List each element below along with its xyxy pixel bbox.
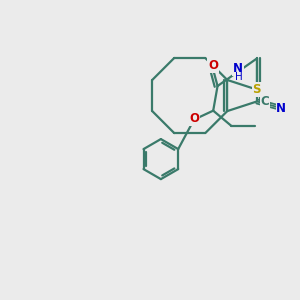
Text: N: N <box>233 62 243 75</box>
Text: S: S <box>253 83 261 96</box>
Text: O: O <box>189 112 199 125</box>
Text: O: O <box>208 59 218 72</box>
Text: N: N <box>276 102 286 115</box>
Text: C: C <box>260 95 269 108</box>
Text: H: H <box>236 72 243 82</box>
